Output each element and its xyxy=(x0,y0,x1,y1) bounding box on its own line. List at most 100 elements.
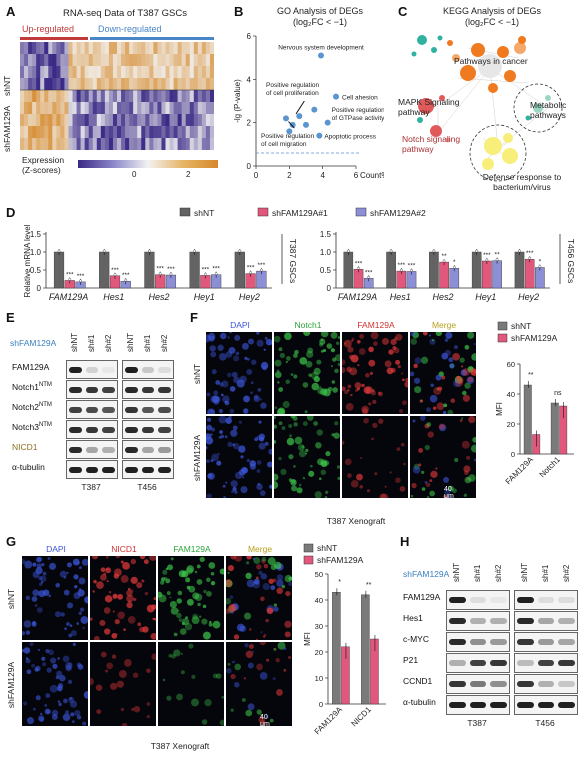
heatmap-cell xyxy=(189,90,195,103)
heatmap-cell xyxy=(181,126,187,139)
heatmap-cell xyxy=(129,102,134,115)
micro-tile xyxy=(410,416,476,498)
micro-signal xyxy=(246,561,250,565)
micro-signal xyxy=(188,585,196,593)
heatmap-cell xyxy=(44,114,49,127)
micro-signal xyxy=(274,473,279,481)
micro-signal xyxy=(137,622,142,627)
micro-signal xyxy=(176,693,183,701)
micro-signal xyxy=(412,332,419,339)
micro-signal xyxy=(285,360,288,364)
micro-signal xyxy=(359,333,365,339)
micro-signal xyxy=(361,405,369,414)
d-dot xyxy=(367,275,371,279)
up-regulated-bar xyxy=(20,37,88,40)
micro-signal xyxy=(467,376,474,383)
blot-band xyxy=(125,426,138,433)
panel-a-label: A xyxy=(6,4,16,19)
mfi-bar xyxy=(332,592,341,705)
micro-signal xyxy=(273,606,279,612)
heatmap-cell xyxy=(80,54,85,67)
heatmap-cell xyxy=(60,90,65,103)
micro-signal xyxy=(274,359,282,367)
micro-signal xyxy=(322,348,327,353)
micro-signal xyxy=(22,631,26,636)
micro-signal xyxy=(120,560,124,564)
micro-signal xyxy=(263,563,269,569)
micro-signal xyxy=(238,420,242,424)
heatmap-cell xyxy=(161,66,166,79)
micro-signal xyxy=(25,658,31,664)
heatmap-cell xyxy=(104,54,110,67)
micro-signal xyxy=(42,662,47,667)
blot-lane-label: sh#1 xyxy=(473,564,482,582)
micro-signal xyxy=(245,709,253,717)
micro-signal xyxy=(293,353,298,359)
heatmap-cell xyxy=(96,78,102,91)
heatmap-cell xyxy=(149,66,154,79)
blot-band xyxy=(517,618,534,624)
heatmap-cell xyxy=(52,114,57,127)
heatmap-cell xyxy=(100,102,106,115)
d-dot xyxy=(68,278,72,281)
mfi-y-tick-label: 60 xyxy=(507,360,515,369)
micro-signal xyxy=(344,390,349,395)
heatmap-cell xyxy=(72,42,77,55)
heatmap-cell xyxy=(72,66,77,79)
heatmap-cell xyxy=(149,126,154,139)
heatmap-cell xyxy=(133,114,138,127)
heatmap-cell xyxy=(181,42,187,55)
heatmap-cell xyxy=(28,114,33,127)
micro-signal xyxy=(130,576,138,584)
heatmap-cell xyxy=(169,138,174,151)
heatmap-cell xyxy=(48,90,53,103)
go-x-tick-label: 6 xyxy=(354,171,359,180)
heatmap-cell xyxy=(177,126,182,139)
micro-signal xyxy=(167,564,174,571)
heatmap-cell xyxy=(177,90,182,103)
heatmap-cell xyxy=(52,126,57,139)
d-bar xyxy=(439,261,449,289)
blot-row-label: FAM129A xyxy=(403,592,441,602)
micro-signal xyxy=(243,395,250,403)
micro-signal xyxy=(78,566,82,570)
legend-label: shFAM129A#2 xyxy=(370,208,426,218)
heatmap-cell xyxy=(133,102,138,115)
heatmap-cell xyxy=(96,42,102,55)
mfi-chart-f: shNT shFAM129A 0 20 40 60 MFI ** FAM129A ns Notch1 xyxy=(494,318,586,509)
micro-signal xyxy=(445,494,452,498)
micro-signal xyxy=(177,590,183,596)
heatmap-cell xyxy=(24,78,29,91)
d-dot xyxy=(495,258,499,262)
heatmap-cell xyxy=(108,90,114,103)
micro-signal xyxy=(22,558,26,565)
micro-signal xyxy=(258,442,266,450)
mfi-bar xyxy=(370,638,379,705)
micro-signal xyxy=(41,656,46,661)
micro-signal xyxy=(421,487,426,491)
blot-band xyxy=(469,597,487,603)
micro-tile xyxy=(410,332,476,414)
micro-signal xyxy=(256,339,264,347)
mfi-y-tick-label: 40 xyxy=(507,390,515,399)
d-dot xyxy=(399,268,403,272)
micro-signal xyxy=(337,476,340,480)
blot-band xyxy=(469,660,487,666)
micro-signal xyxy=(361,408,369,414)
heatmap-cell xyxy=(169,90,174,103)
micro-signal xyxy=(427,431,434,438)
micro-signal xyxy=(274,561,282,570)
micro-signal xyxy=(347,473,352,478)
micro-signal xyxy=(343,339,352,348)
micro-tile xyxy=(226,642,292,726)
heatmap-cell xyxy=(209,90,215,103)
heatmap-cell xyxy=(161,126,166,139)
micro-signal xyxy=(371,437,374,441)
heatmap-cell xyxy=(40,42,45,55)
blot-box xyxy=(66,360,118,379)
panel-c-title-2: (log₂FC < −1) xyxy=(464,17,519,27)
micro-signal xyxy=(68,633,73,638)
micro-signal xyxy=(397,364,401,369)
micro-signal xyxy=(62,713,71,722)
mfi-category-label: Notch1 xyxy=(538,455,563,480)
